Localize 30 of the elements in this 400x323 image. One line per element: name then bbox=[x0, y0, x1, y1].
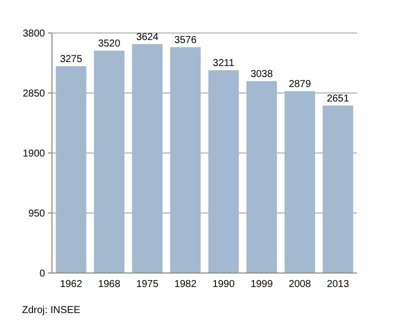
data-label: 2651 bbox=[326, 94, 350, 105]
data-label: 3576 bbox=[174, 35, 197, 46]
data-label: 3624 bbox=[136, 32, 159, 44]
bar bbox=[246, 81, 277, 273]
x-tick-label: 1990 bbox=[212, 279, 236, 290]
y-tick-label: 950 bbox=[28, 208, 46, 220]
y-tick-label: 0 bbox=[39, 268, 46, 280]
bar bbox=[94, 50, 124, 273]
y-tick-label: 3800 bbox=[22, 28, 46, 40]
data-label: 2879 bbox=[288, 79, 312, 90]
bar bbox=[322, 106, 354, 273]
x-tick-label: 1968 bbox=[98, 279, 121, 290]
bar bbox=[284, 91, 316, 273]
data-label: 3038 bbox=[250, 69, 274, 80]
text: Zdroj: INSEE bbox=[22, 305, 81, 316]
x-tick-label: 1982 bbox=[174, 279, 197, 290]
x-tick-label: 1975 bbox=[136, 279, 159, 290]
data-label: 3211 bbox=[212, 58, 235, 70]
x-tick-label: 1999 bbox=[250, 279, 274, 290]
x-tick-label: 2008 bbox=[288, 279, 312, 290]
data-label: 3520 bbox=[98, 38, 121, 50]
bar bbox=[132, 44, 163, 273]
y-tick-label: 1900 bbox=[22, 148, 46, 160]
y-tick-label: 2850 bbox=[22, 88, 46, 100]
data-label: 3275 bbox=[60, 54, 83, 66]
x-tick-label: 2013 bbox=[326, 279, 350, 290]
bar bbox=[170, 47, 201, 273]
bar bbox=[56, 66, 86, 273]
bar bbox=[208, 70, 239, 273]
x-tick-label: 1962 bbox=[60, 279, 83, 290]
